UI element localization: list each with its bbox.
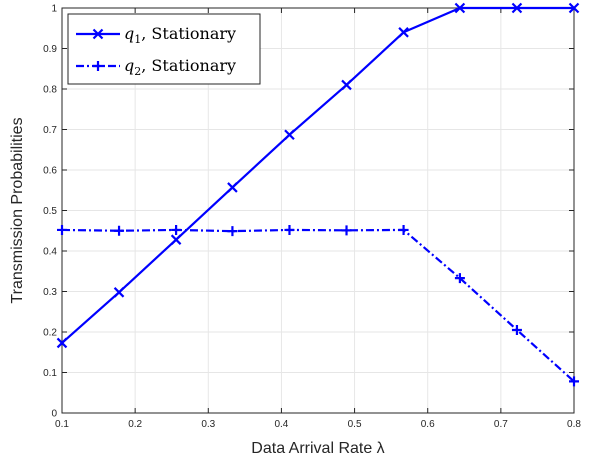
x-tick-label: 0.8 xyxy=(567,419,581,430)
series-1-marker xyxy=(454,2,466,14)
legend-label-2: q2, Stationary xyxy=(124,56,236,78)
y-tick-label: 0.6 xyxy=(43,166,57,177)
legend-subscript: 2 xyxy=(134,65,141,78)
y-tick-label: 0.8 xyxy=(43,85,57,96)
series-1 xyxy=(56,2,580,349)
y-tick-labels: 0 0.1 0.2 0.3 0.4 0.5 0.6 0.7 0.8 0.9 1 xyxy=(43,4,57,420)
y-tick-label: 0 xyxy=(51,409,57,420)
series-1-marker xyxy=(398,27,409,38)
series-1-marker xyxy=(284,129,295,141)
y-tick-label: 0.7 xyxy=(43,125,57,136)
legend-subscript: 1 xyxy=(134,33,141,46)
y-axis-label: Transmission Probabilities xyxy=(9,117,26,303)
series-1-marker xyxy=(56,337,68,349)
grid xyxy=(62,8,574,413)
y-tick-label: 0.4 xyxy=(43,247,57,258)
legend-label-1: q1, Stationary xyxy=(124,24,236,46)
series-1-marker xyxy=(227,182,238,193)
y-tick-label: 0.9 xyxy=(43,44,57,55)
series-2-marker xyxy=(569,376,579,387)
x-tick-label: 0.5 xyxy=(348,419,362,430)
x-tick-label: 0.6 xyxy=(421,419,435,430)
legend-box xyxy=(67,13,261,85)
legend-marker-1 xyxy=(92,28,104,40)
series-2-marker xyxy=(398,224,409,235)
series-2-marker xyxy=(227,226,238,237)
x-tick-label: 0.3 xyxy=(201,419,215,430)
series-2-marker xyxy=(284,224,295,235)
series-1-marker xyxy=(511,2,523,14)
y-tick-label: 1 xyxy=(51,4,57,15)
series-2-line xyxy=(61,228,575,383)
series-2-marker xyxy=(57,224,67,235)
series-1-marker xyxy=(113,287,125,298)
legend-symbol: q xyxy=(124,24,134,43)
x-tick-label: 0.4 xyxy=(274,419,288,430)
ticks xyxy=(61,7,575,414)
x-tick-label: 0.1 xyxy=(55,419,69,430)
x-tick-label: 0.2 xyxy=(128,419,142,430)
series-1-line xyxy=(61,6,574,344)
series-2 xyxy=(57,224,579,387)
y-tick-label: 0.1 xyxy=(43,368,57,379)
legend-rest: , Stationary xyxy=(141,56,236,75)
series-2-marker xyxy=(511,324,522,335)
legend-marker-2 xyxy=(93,61,103,71)
series-2-marker xyxy=(341,225,352,236)
series-1-marker xyxy=(568,2,580,14)
y-tick-label: 0.3 xyxy=(43,287,57,298)
x-axis-label: Data Arrival Rate λ xyxy=(251,440,384,457)
x-tick-label: 0.7 xyxy=(494,419,508,430)
series-2-marker xyxy=(454,273,465,284)
legend-symbol: q xyxy=(124,56,134,75)
series-1-marker xyxy=(341,79,352,91)
series-layer xyxy=(56,2,580,387)
x-tick-labels: 0.1 0.2 0.3 0.4 0.5 0.6 0.7 0.8 xyxy=(55,419,581,430)
y-tick-label: 0.2 xyxy=(43,328,57,339)
y-tick-label: 0.5 xyxy=(43,206,57,217)
series-1-marker xyxy=(170,234,182,245)
legend-rest: , Stationary xyxy=(141,24,236,43)
series-2-marker xyxy=(114,225,125,236)
series-2-marker xyxy=(171,224,182,235)
